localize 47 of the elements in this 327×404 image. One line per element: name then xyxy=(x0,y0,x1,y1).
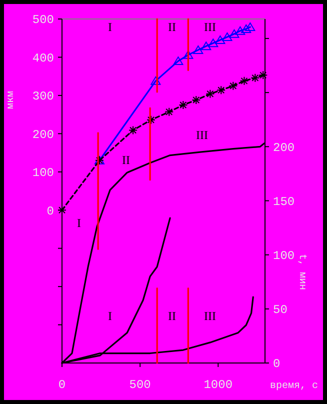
point xyxy=(146,115,156,124)
point xyxy=(216,86,226,95)
annotation: II xyxy=(122,153,130,168)
y-tick-label: 0 xyxy=(46,204,54,218)
annotation: I xyxy=(77,216,81,230)
point xyxy=(173,56,184,66)
annotation: II xyxy=(168,20,176,34)
y2-tick-label: 200 xyxy=(273,140,295,155)
point xyxy=(240,76,249,86)
y2-tick-label: 100 xyxy=(273,249,295,264)
y2-tick-label: 50 xyxy=(273,303,288,318)
point xyxy=(206,89,215,98)
y2-tick-label: 0 xyxy=(273,357,280,372)
point xyxy=(164,107,174,116)
point xyxy=(228,81,238,90)
y-axis-title: мкм xyxy=(6,90,17,110)
point xyxy=(201,42,212,50)
point xyxy=(235,26,246,35)
point xyxy=(245,22,256,32)
annotation: I xyxy=(108,309,112,324)
y-tick-label: 500 xyxy=(32,13,54,28)
point xyxy=(183,50,194,59)
y2-axis-title: t, мин xyxy=(296,254,307,290)
point xyxy=(193,45,204,54)
annotation: II xyxy=(168,309,176,324)
annotation: III xyxy=(204,20,216,34)
x-tick-label: 500 xyxy=(129,378,151,392)
annotation: III xyxy=(204,309,216,324)
x-axis-title: время, с xyxy=(270,381,318,392)
y-tick-label: 300 xyxy=(32,90,54,104)
point xyxy=(150,76,161,85)
y-tick-label: 100 xyxy=(32,166,54,180)
point xyxy=(128,126,138,135)
x-tick-label: 1000 xyxy=(204,378,233,392)
point xyxy=(208,38,218,48)
x-tick-label: 0 xyxy=(58,378,66,392)
point xyxy=(241,24,252,33)
point xyxy=(178,100,188,110)
y-tick-label: 400 xyxy=(32,51,54,66)
y-tick-label: 200 xyxy=(32,128,54,142)
annotation: I xyxy=(108,20,112,34)
y2-tick-label: 150 xyxy=(273,194,295,209)
point xyxy=(222,32,232,41)
point xyxy=(215,36,226,44)
point xyxy=(229,29,240,38)
annotation: III xyxy=(196,128,208,142)
point xyxy=(192,96,201,105)
